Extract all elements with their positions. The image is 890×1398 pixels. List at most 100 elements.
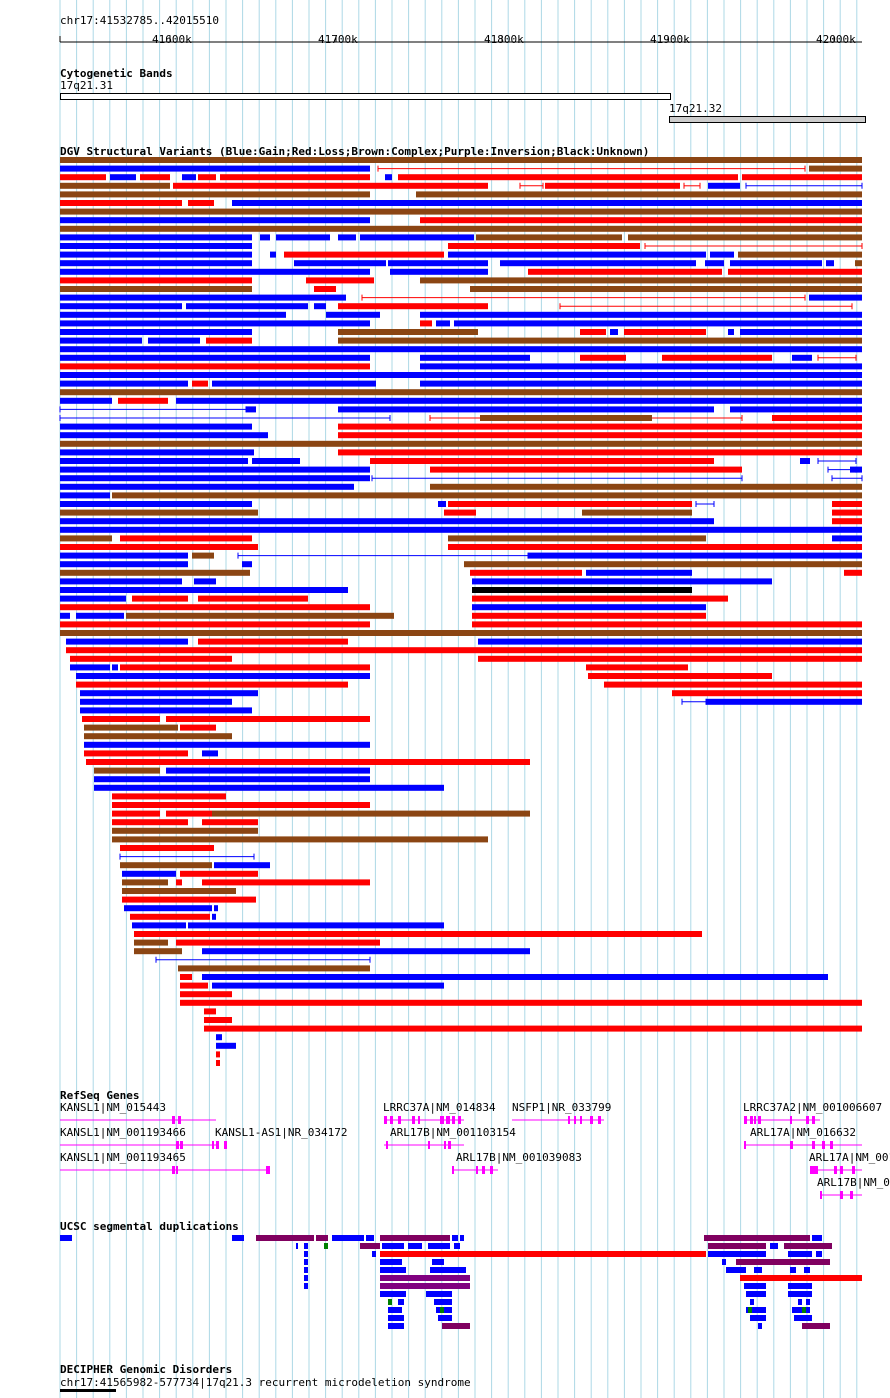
dgv-variant[interactable] [122, 870, 176, 877]
segdup-feature[interactable] [324, 1243, 328, 1249]
gene-exon[interactable] [448, 1141, 451, 1149]
gene-exon[interactable] [830, 1141, 833, 1149]
segdup-feature[interactable] [788, 1283, 812, 1289]
dgv-variant[interactable] [586, 569, 692, 576]
dgv-variant[interactable] [148, 337, 200, 344]
dgv-variant[interactable] [212, 982, 444, 989]
dgv-variant[interactable] [60, 397, 112, 404]
segdup-feature[interactable] [360, 1243, 380, 1249]
dgv-variant[interactable] [60, 174, 106, 181]
dgv-variant[interactable] [122, 888, 236, 894]
segdup-feature[interactable] [304, 1243, 308, 1249]
dgv-variant[interactable] [60, 621, 370, 628]
dgv-variant[interactable] [60, 449, 254, 456]
dgv-variant[interactable] [216, 1051, 220, 1058]
dgv-variant[interactable] [86, 759, 530, 765]
dgv-variant[interactable] [134, 931, 702, 937]
dgv-variant[interactable] [60, 578, 182, 585]
dgv-variant[interactable] [180, 982, 208, 989]
dgv-variant[interactable] [438, 501, 446, 507]
dgv-variant[interactable] [60, 595, 126, 602]
segdup-feature[interactable] [388, 1307, 402, 1313]
dgv-variant[interactable] [202, 750, 218, 757]
segdup-feature[interactable] [304, 1259, 308, 1265]
dgv-variant[interactable] [84, 750, 188, 757]
dgv-variant[interactable] [60, 165, 370, 172]
dgv-variant[interactable] [284, 251, 444, 258]
dgv-variant[interactable] [60, 277, 252, 284]
dgv-variant[interactable] [436, 320, 450, 327]
dgv-variant[interactable] [112, 819, 188, 826]
dgv-variant[interactable] [60, 630, 862, 636]
gene-exon[interactable] [390, 1116, 393, 1124]
dgv-variant[interactable] [132, 595, 188, 602]
dgv-variant[interactable] [338, 432, 862, 439]
dgv-variant[interactable] [260, 234, 270, 241]
dgv-variant[interactable] [204, 1008, 216, 1015]
dgv-variant[interactable] [232, 200, 862, 206]
gene-exon[interactable] [574, 1116, 576, 1124]
dgv-variant[interactable] [76, 681, 348, 688]
gene-exon[interactable] [458, 1116, 461, 1124]
segdup-feature[interactable] [304, 1251, 308, 1257]
dgv-variant[interactable] [124, 905, 212, 912]
decipher-feature[interactable] [60, 1389, 116, 1392]
dgv-variant[interactable] [192, 380, 208, 387]
dgv-variant[interactable] [448, 243, 640, 249]
segdup-feature[interactable] [722, 1259, 726, 1265]
dgv-variant[interactable] [472, 621, 862, 628]
dgv-variant[interactable] [176, 397, 862, 404]
dgv-variant[interactable] [60, 286, 252, 292]
dgv-variant[interactable] [134, 948, 182, 955]
gene-exon[interactable] [754, 1116, 756, 1124]
dgv-variant[interactable] [580, 329, 606, 335]
dgv-variant[interactable] [448, 251, 706, 258]
segdup-feature[interactable] [382, 1243, 404, 1249]
gene-exon[interactable] [482, 1166, 485, 1174]
dgv-variant[interactable] [454, 320, 862, 327]
dgv-variant[interactable] [202, 974, 828, 980]
gene-label[interactable]: KANSL1-AS1|NR_034172 [215, 1126, 348, 1139]
dgv-variant[interactable] [84, 741, 370, 748]
gene-exon[interactable] [490, 1166, 493, 1174]
dgv-variant[interactable] [178, 965, 370, 972]
gene-exon[interactable] [176, 1166, 178, 1174]
gene-label[interactable]: ARL17A|NM_001 [809, 1151, 890, 1164]
dgv-variant[interactable] [478, 638, 862, 645]
segdup-feature[interactable] [452, 1235, 458, 1241]
segdup-feature[interactable] [380, 1259, 402, 1265]
segdup-feature[interactable] [740, 1275, 862, 1281]
segdup-feature[interactable] [454, 1243, 460, 1249]
dgv-variant[interactable] [472, 595, 728, 602]
gene-exon[interactable] [444, 1141, 446, 1149]
gene-exon[interactable] [806, 1116, 809, 1124]
gene-exon[interactable] [850, 1191, 853, 1199]
dgv-variant[interactable] [60, 200, 182, 206]
segdup-feature[interactable] [304, 1267, 308, 1273]
dgv-variant[interactable] [420, 320, 432, 327]
gene-exon[interactable] [790, 1141, 793, 1149]
gene-label[interactable]: KANSL1|NM_001193466 [60, 1126, 186, 1139]
dgv-variant[interactable] [126, 612, 394, 619]
dgv-variant[interactable] [416, 191, 862, 198]
dgv-variant[interactable] [182, 174, 196, 181]
dgv-variant[interactable] [140, 174, 170, 181]
dgv-variant[interactable] [710, 251, 734, 258]
dgv-variant[interactable] [545, 182, 680, 189]
dgv-variant[interactable] [166, 810, 212, 817]
dgv-variant[interactable] [338, 234, 356, 241]
segdup-feature[interactable] [332, 1235, 364, 1241]
dgv-variant[interactable] [370, 458, 714, 464]
dgv-variant[interactable] [60, 569, 250, 576]
dgv-variant[interactable] [832, 518, 862, 525]
dgv-variant[interactable] [855, 260, 862, 267]
dgv-variant[interactable] [472, 612, 706, 619]
dgv-variant[interactable] [294, 260, 386, 267]
dgv-variant[interactable] [672, 690, 862, 697]
dgv-variant[interactable] [212, 380, 376, 387]
dgv-variant[interactable] [122, 896, 256, 903]
gene-exon[interactable] [590, 1116, 593, 1124]
segdup-feature[interactable] [428, 1243, 450, 1249]
gene-exon[interactable] [822, 1141, 825, 1149]
gene-exon[interactable] [398, 1116, 401, 1124]
